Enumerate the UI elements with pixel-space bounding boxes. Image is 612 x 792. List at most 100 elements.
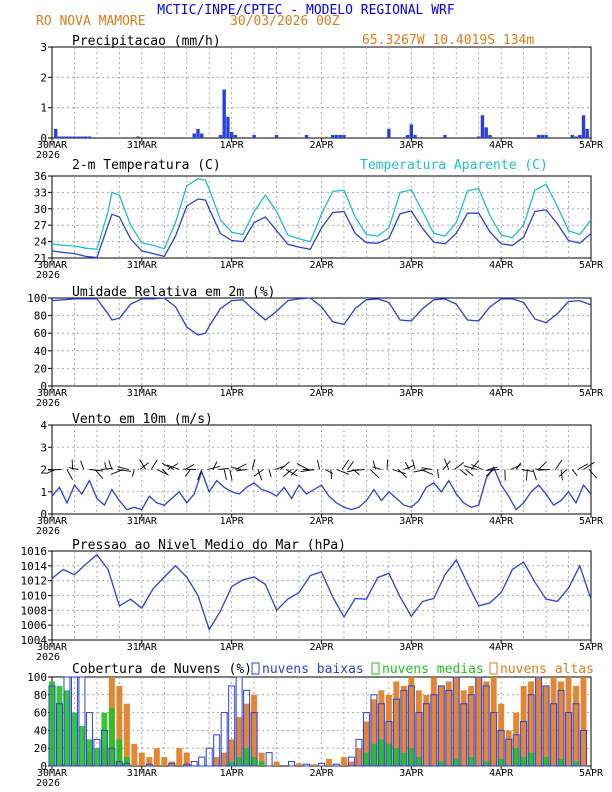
- precip-bar: [229, 131, 234, 138]
- precip-bar: [84, 136, 88, 138]
- wind-arrow: [577, 463, 589, 470]
- cloud-high-bar: [573, 685, 580, 766]
- cloud-low-bar: [228, 685, 236, 767]
- wind-arrow: [397, 469, 408, 479]
- cloud-low-bar: [168, 762, 176, 767]
- cloud-low-bar: [190, 761, 198, 767]
- y-tick-label: 1012: [21, 575, 48, 588]
- cloud-low-bar: [497, 729, 505, 767]
- x-tick-label: 3APR: [399, 140, 424, 151]
- x-tick-label: 1APR: [220, 140, 245, 151]
- wind-arrow: [229, 469, 233, 481]
- y-tick-label: 80: [34, 689, 47, 702]
- cloud-mid-bar: [108, 708, 115, 766]
- wind-arrow: [588, 469, 598, 479]
- cloud-low-bar: [85, 712, 93, 767]
- x-tick-label: 3APR: [399, 642, 424, 653]
- wind-arrow: [80, 460, 85, 470]
- x-tick-label: 5APR: [579, 642, 604, 653]
- cloud-low-bar: [198, 756, 206, 767]
- y-tick-label: 30: [34, 203, 47, 216]
- wind-arrow: [336, 469, 350, 475]
- cloud-high-bar: [123, 703, 130, 766]
- cloud-low-bar: [288, 761, 296, 767]
- legend-label: nuvens baixas: [262, 662, 364, 677]
- cloud-high-bar: [498, 703, 505, 766]
- wind-arrow: [282, 469, 292, 478]
- cloud-high-bar: [520, 685, 527, 766]
- wind-arrow: [131, 469, 135, 477]
- y-tick-label: 1008: [21, 604, 48, 617]
- cloud-low-bar: [123, 762, 131, 767]
- cloud-low-bar: [535, 676, 543, 767]
- wind-arrow: [47, 469, 62, 471]
- cloud-mid-bar: [236, 757, 243, 766]
- cloud-high-bar: [460, 690, 467, 766]
- header-run: 30/03/2026 00Z: [230, 14, 340, 29]
- cloud-high-bar: [558, 681, 565, 766]
- wind-arrow: [459, 469, 468, 476]
- cloud-low-bar: [422, 703, 430, 767]
- wind-arrow: [330, 469, 333, 480]
- cloud-low-bar: [392, 698, 400, 767]
- cloud-low-bar: [183, 763, 191, 767]
- cloud-low-bar: [527, 694, 535, 767]
- wind-arrow: [212, 461, 218, 470]
- wind-arrow: [413, 469, 427, 473]
- x-tick-label: 2APR: [309, 516, 334, 527]
- cloud-mid-bar: [49, 681, 55, 766]
- legend-apparent-temperature: Temperatura Aparente (C): [360, 158, 548, 173]
- cloud-high-bar: [543, 685, 550, 766]
- cloud-high-bar: [116, 685, 123, 766]
- x-tick-label: 1APR: [220, 388, 245, 399]
- cloud-high-bar: [423, 694, 430, 766]
- cloud-low-bar: [318, 762, 325, 767]
- wind-arrow: [560, 469, 563, 481]
- cloud-mid-bar: [258, 761, 265, 766]
- cloud-mid-bar: [363, 752, 370, 766]
- wind-arrow: [290, 469, 298, 476]
- wind-arrow: [444, 458, 450, 470]
- cloud-low-bar: [93, 738, 101, 767]
- cloud-mid-bar: [543, 757, 550, 766]
- panel-humidity: 0 20 40 60 80 100 30MAR 31MAR 1APR 2APR 3APR 4APR 5A…: [27, 285, 604, 409]
- precip-bar: [331, 134, 335, 138]
- cloud-mid-bar: [408, 748, 415, 766]
- wind-arrow: [437, 469, 439, 478]
- x-tick-label: 3APR: [399, 768, 424, 779]
- cloud-high-bar: [355, 748, 362, 766]
- wind-arrow: [230, 466, 242, 470]
- cloud-low-bar: [512, 734, 520, 767]
- cloud-high-bar: [183, 752, 190, 766]
- y-tick-label: 2: [40, 71, 47, 84]
- y-tick-label: 3: [40, 441, 47, 454]
- wind-arrow: [369, 469, 380, 479]
- legend-swatch: [489, 662, 498, 675]
- precip-bar: [544, 134, 548, 138]
- wind-arrow: [404, 461, 410, 470]
- cloud-mid-bar: [528, 752, 535, 766]
- legend-label: nuvens altas: [500, 662, 594, 677]
- x-tick-label: 30MAR: [37, 516, 68, 527]
- wind-arrow: [485, 469, 500, 471]
- y-tick-label: 20: [34, 742, 47, 755]
- precip-bar: [585, 128, 589, 138]
- wind-arrow: [235, 469, 247, 472]
- wind-arrow: [218, 467, 229, 470]
- precip-bar: [581, 115, 586, 138]
- wind-arrow: [471, 464, 483, 470]
- wind-arrow: [251, 459, 256, 470]
- x-tick-label: 2APR: [309, 768, 334, 779]
- precip-bar: [61, 136, 65, 138]
- precip-bar: [387, 128, 391, 138]
- precip-bar: [274, 134, 279, 138]
- cloud-mid-bar: [251, 757, 258, 766]
- y-tick-label: 36: [34, 170, 47, 183]
- cloud-high-bar: [251, 694, 258, 766]
- wind-arrow: [66, 469, 73, 480]
- cloud-high-bar: [325, 758, 332, 766]
- precip-bar: [338, 134, 342, 138]
- cloud-high-bar: [296, 763, 303, 766]
- wind-arrow: [537, 469, 550, 471]
- precip-bar: [443, 134, 447, 138]
